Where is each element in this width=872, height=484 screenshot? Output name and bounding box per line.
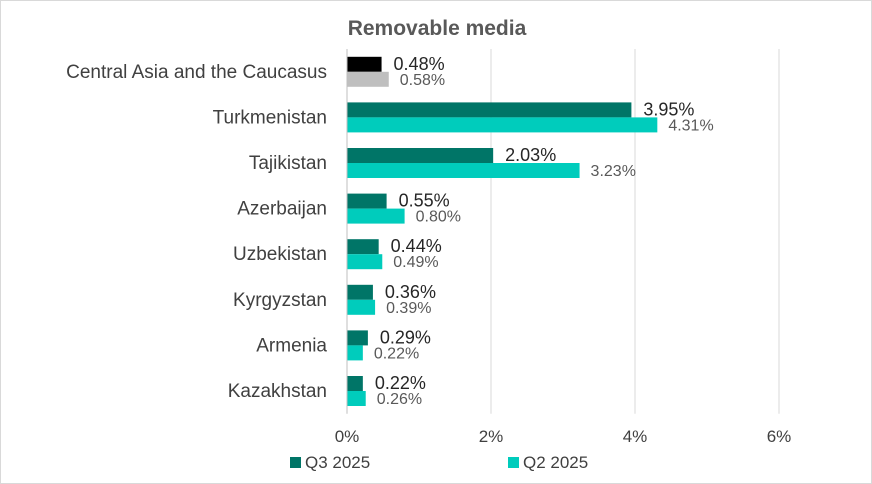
data-label-q2: 3.23% <box>591 163 636 180</box>
data-label-q2: 4.31% <box>668 117 713 134</box>
data-label-q3: 3.95% <box>643 99 694 119</box>
legend-label: Q3 2025 <box>305 453 370 472</box>
category-label: Turkmenistan <box>213 107 327 128</box>
bar-q2 <box>347 163 580 178</box>
bar-q2 <box>347 345 363 361</box>
category-label: Armenia <box>256 335 327 356</box>
bar-q2 <box>347 71 389 87</box>
x-tick-label: 6% <box>767 427 792 446</box>
bar-q3 <box>347 239 379 255</box>
x-tick-label: 0% <box>335 427 360 446</box>
data-label-q3: 0.22% <box>375 373 426 393</box>
bar-q2 <box>347 254 383 270</box>
bar-q3 <box>347 193 387 209</box>
data-label-q3: 0.29% <box>380 327 431 347</box>
data-label-q3: 0.48% <box>394 54 445 74</box>
data-label-q3: 0.36% <box>385 282 436 302</box>
bar-q2 <box>347 391 366 406</box>
data-label-q2: 0.58% <box>400 72 445 89</box>
data-label-q2: 0.49% <box>393 254 438 271</box>
legend-swatch <box>290 457 301 468</box>
bar-q3 <box>347 330 368 346</box>
data-label-q2: 0.22% <box>374 345 419 362</box>
category-label: Central Asia and the Caucasus <box>66 62 327 83</box>
bar-q3 <box>347 102 632 118</box>
bar-q3 <box>347 284 373 300</box>
bar-q3 <box>347 148 494 163</box>
data-label-q2: 0.80% <box>416 209 461 226</box>
legend-swatch <box>508 457 519 468</box>
data-label-q3: 0.44% <box>391 236 442 256</box>
data-label-q3: 0.55% <box>399 191 450 211</box>
data-label-q2: 0.39% <box>386 300 431 317</box>
category-label: Uzbekistan <box>233 244 327 265</box>
bar-q2 <box>347 208 405 224</box>
bar-q3 <box>347 56 382 72</box>
category-label: Kazakhstan <box>228 381 327 402</box>
category-label: Azerbaijan <box>237 199 327 220</box>
category-label: Kyrgyzstan <box>233 290 327 311</box>
chart-title: Removable media <box>347 17 527 40</box>
bar-q2 <box>347 117 658 133</box>
x-tick-label: 4% <box>623 427 648 446</box>
data-label-q2: 0.26% <box>377 391 422 408</box>
legend-label: Q2 2025 <box>523 453 588 472</box>
bar-q3 <box>347 376 363 391</box>
x-tick-label: 2% <box>479 427 504 446</box>
data-label-q3: 2.03% <box>505 145 556 165</box>
category-label: Tajikistan <box>249 153 327 174</box>
bar-q2 <box>347 299 376 315</box>
